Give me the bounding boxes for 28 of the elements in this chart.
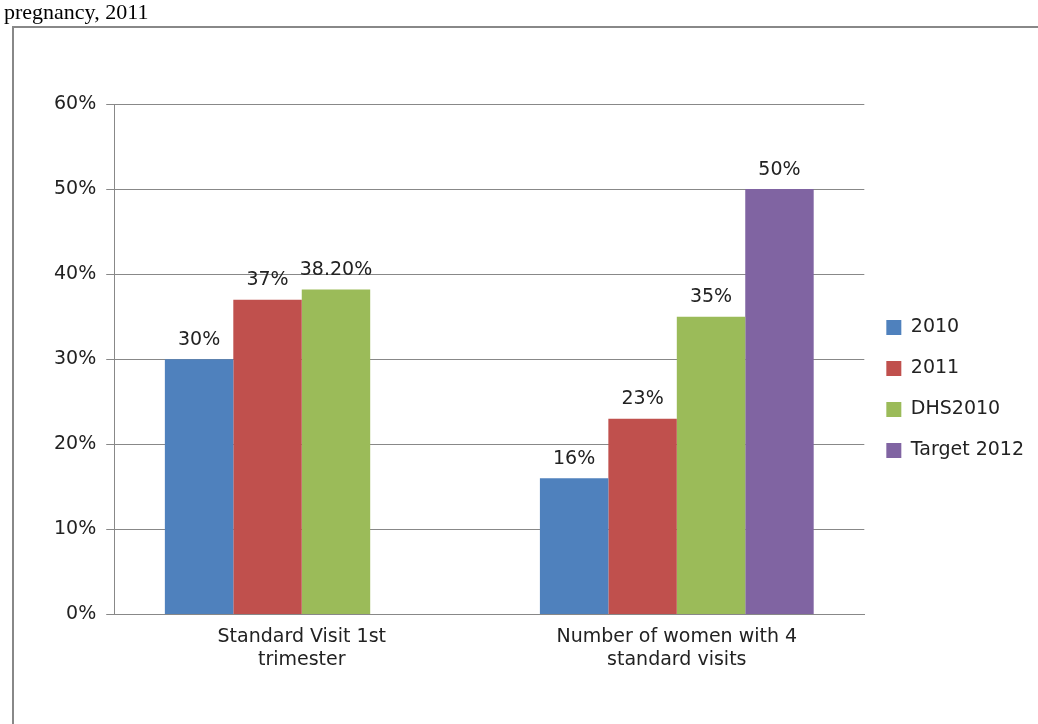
bar: [608, 418, 677, 614]
y-tick-label: 10%: [54, 516, 97, 539]
data-label: 37%: [246, 267, 289, 290]
y-tick-label: 30%: [54, 346, 97, 369]
data-label: 35%: [689, 284, 733, 307]
chart-title: pregnancy, 2011: [4, 0, 149, 24]
bar: [745, 189, 814, 614]
legend-label: Target 2012: [909, 437, 1025, 460]
bar: [301, 289, 371, 614]
x-tick-label: Standard Visit 1st trimester: [217, 623, 386, 669]
data-label: 50%: [758, 156, 801, 179]
legend-label: 2010: [910, 314, 960, 337]
bar: [233, 299, 302, 614]
y-tick-label: 40%: [54, 261, 97, 284]
legend-label: DHS2010: [910, 396, 1001, 419]
data-label: 23%: [621, 386, 664, 409]
y-tick-label: 20%: [54, 431, 97, 454]
y-tick-label: 60%: [54, 90, 97, 113]
y-tick-label: 0%: [66, 601, 97, 624]
bar: [164, 359, 234, 614]
legend-label: 2011: [910, 355, 960, 378]
x-tick-label: Number of women with 4 standard visits: [556, 623, 798, 669]
bar: [539, 478, 609, 614]
bar: [676, 316, 746, 614]
y-tick-label: 50%: [54, 176, 97, 198]
data-label: 30%: [177, 326, 221, 349]
data-label: 38.20%: [299, 256, 373, 279]
data-label: 16%: [553, 445, 596, 468]
